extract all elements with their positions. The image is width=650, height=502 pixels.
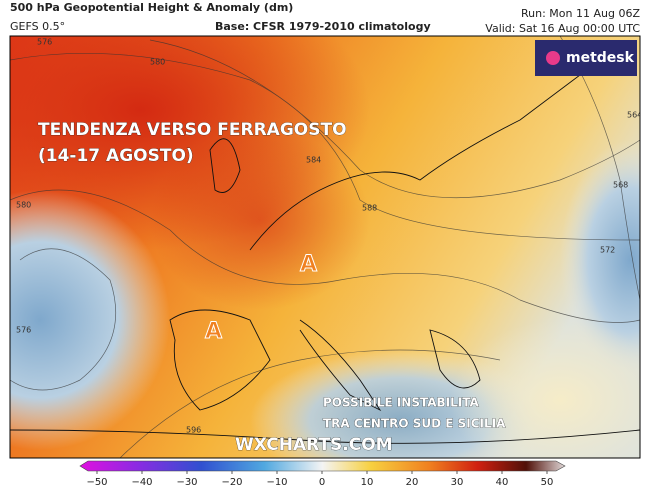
high-marker: A	[205, 319, 222, 344]
colorbar-tick-label: −30	[176, 477, 197, 488]
run: Run: Mon 11 Aug 06Z	[521, 7, 640, 20]
contour-label: 596	[186, 426, 201, 435]
map-frame	[9, 35, 641, 459]
logo: metdesk	[566, 50, 635, 66]
contour-label: 588	[362, 204, 377, 213]
valid: Valid: Sat 16 Aug 00:00 UTC	[485, 22, 640, 35]
colorbar-tick-label: −40	[131, 477, 152, 488]
contour-label: 576	[37, 38, 52, 47]
colorbar-tick-label: 0	[319, 477, 325, 488]
colorbar-tick-label: 10	[361, 477, 374, 488]
colorbar-tick-label: 50	[541, 477, 554, 488]
contour-label: 564	[627, 111, 642, 120]
high-marker: A	[300, 252, 317, 277]
note: POSSIBILE INSTABILITA	[323, 396, 480, 410]
headline: TENDENZA VERSO FERRAGOSTO	[38, 120, 347, 140]
colorbar: −50 −40 −30 −20 −10 0 10 20 30 40 50	[79, 460, 566, 488]
contour-label: 576	[16, 326, 31, 335]
contour-label: 584	[306, 156, 321, 165]
model: GEFS 0.5°	[10, 20, 65, 33]
note: TRA CENTRO SUD E SICILIA	[323, 417, 506, 431]
colorbar-tick-label: 20	[406, 477, 419, 488]
colorbar-tick-label: 30	[451, 477, 464, 488]
colorbar-tick-label: 40	[496, 477, 509, 488]
contour-label: 568	[613, 181, 628, 190]
headline: (14-17 AGOSTO)	[38, 146, 194, 166]
map: 576 580 584 588 596 580 576 572 568 564 …	[10, 36, 642, 458]
base: Base: CFSR 1979-2010 climatology	[215, 20, 431, 33]
contour-label: 572	[600, 246, 615, 255]
colorbar-tick-label: −50	[86, 477, 107, 488]
colorbar-tick-label: −10	[266, 477, 287, 488]
title: 500 hPa Geopotential Height & Anomaly (d…	[10, 1, 293, 14]
logo-icon	[546, 51, 560, 65]
colorbar-tick-label: −20	[221, 477, 242, 488]
contour-label: 580	[16, 201, 31, 210]
watermark: WXCHARTS.COM	[235, 435, 393, 455]
contour-label: 580	[150, 58, 165, 67]
